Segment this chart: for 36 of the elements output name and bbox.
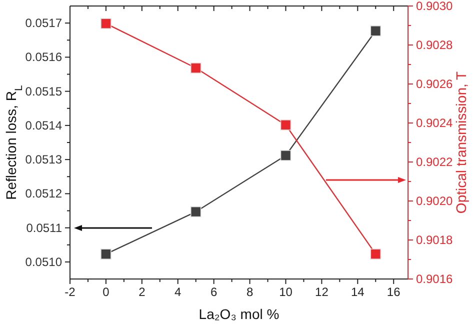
y2-tick-label: 0.9022 [416,155,454,169]
x-tick-label: 8 [246,285,254,299]
y2-axis-title: Optical transmission, T [453,70,469,214]
point [280,150,292,161]
x-tick-label: 6 [210,285,218,299]
y2-tick-label: 0.9026 [416,77,454,91]
x-tick-label: 10 [279,285,293,299]
y2-tick-label: 0.9020 [416,194,454,208]
x-tick-label: 14 [350,285,365,299]
y-tick-label: 0.0516 [25,50,62,64]
y-tick-label: 0.0514 [25,118,62,132]
point [370,26,382,36]
y2-tick-label: 0.9018 [416,233,454,247]
point [100,248,112,260]
y-tick-label: 0.0513 [25,152,62,167]
point [100,18,112,29]
y-tick-label: 0.0512 [25,186,62,201]
x-tick-label: 0 [102,285,110,299]
y2-tick-label: 0.9016 [416,272,454,286]
x-tick-label: 2 [138,285,146,299]
y-tick-label: 0.0511 [26,220,62,235]
x-tick-label: 4 [174,285,182,299]
x-tick-label: -2 [64,285,76,299]
point [370,248,382,260]
x-tick-label: 12 [315,285,329,299]
y2-tick-label: 0.9028 [416,38,454,52]
x-axis-title: La₂O₃ mol % [198,306,280,322]
y2-tick-label: 0.9030 [416,0,454,13]
y2-tick-label: 0.9024 [416,116,454,130]
point [190,206,202,218]
point [190,62,202,74]
x-tick-label: 16 [386,285,401,299]
y-tick-label: 0.0515 [25,84,62,98]
y-tick-label: 0.0510 [25,254,62,269]
y-tick-label: 0.0517 [25,16,62,30]
point [280,120,292,130]
